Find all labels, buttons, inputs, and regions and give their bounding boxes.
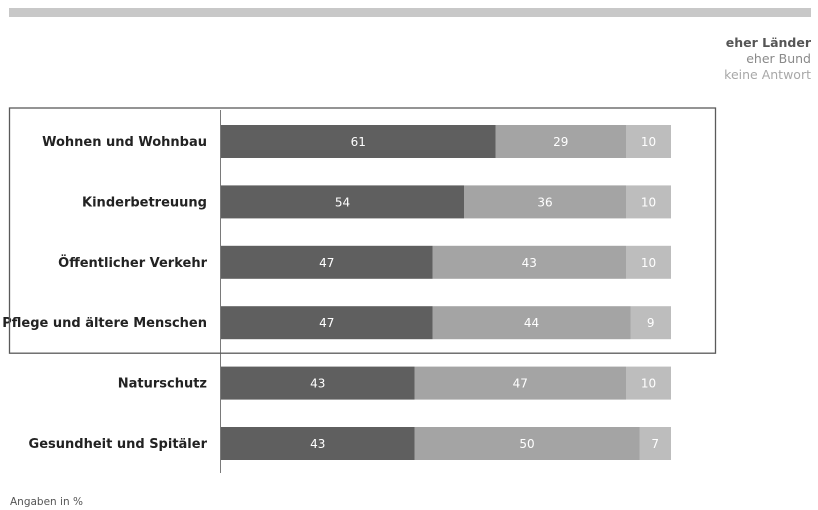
category-label: Wohnen und Wohnbau [42, 135, 207, 150]
value-label: 36 [537, 195, 552, 209]
value-label: 50 [519, 437, 534, 451]
bar-segment [221, 306, 433, 340]
value-label: 43 [310, 437, 325, 451]
bar-segment [639, 427, 671, 460]
value-label: 54 [335, 195, 350, 209]
value-label: 10 [641, 256, 656, 270]
value-label: 43 [310, 377, 325, 391]
value-label: 47 [319, 256, 334, 270]
value-label: 44 [524, 316, 539, 330]
value-label: 47 [319, 316, 334, 330]
category-label: Kinderbetreuung [82, 195, 207, 210]
value-label: 10 [641, 135, 656, 149]
value-label: 47 [513, 377, 528, 391]
category-label: Gesundheit und Spitäler [29, 437, 208, 452]
bar-segment [414, 427, 640, 460]
bar-segment [432, 306, 631, 340]
value-label: 10 [641, 377, 656, 391]
bar-segment [221, 245, 433, 279]
top-rule [9, 8, 811, 17]
category-label: Pflege und ältere Menschen [2, 316, 207, 331]
value-label: 61 [351, 135, 366, 149]
bar-segment [221, 427, 415, 460]
bar-segment [221, 366, 415, 400]
bar-segment [432, 245, 626, 279]
bar-segment [221, 125, 496, 158]
legend-item: eher Länder [726, 35, 812, 50]
value-label: 10 [641, 195, 656, 209]
bar-segment [464, 185, 626, 219]
bar-segment [626, 366, 671, 400]
category-label: Öffentlicher Verkehr [58, 255, 207, 271]
bar-segment [630, 306, 671, 340]
value-label: 43 [522, 256, 537, 270]
bar-segment [221, 185, 464, 219]
value-label: 29 [553, 135, 568, 149]
category-label: Naturschutz [118, 377, 207, 392]
footnote: Angaben in % [10, 496, 83, 508]
bar-segment [414, 366, 626, 400]
legend-item: eher Bund [746, 51, 811, 66]
bar-segment [626, 185, 671, 219]
bar-segment [626, 125, 671, 158]
value-label: 9 [647, 316, 655, 330]
value-label: 7 [651, 437, 659, 451]
highlight-box [8, 107, 717, 354]
bars: 61 29 10 54 36 10 47 43 10 47 44 9 43 47 10 43 50 7 [220, 110, 671, 473]
bar-segment [495, 125, 626, 158]
bar-segment [626, 245, 671, 279]
category-labels: Wohnen und Wohnbau Kinderbetreuung Öffentl… [2, 135, 207, 452]
legend-item: keine Antwort [724, 67, 811, 82]
